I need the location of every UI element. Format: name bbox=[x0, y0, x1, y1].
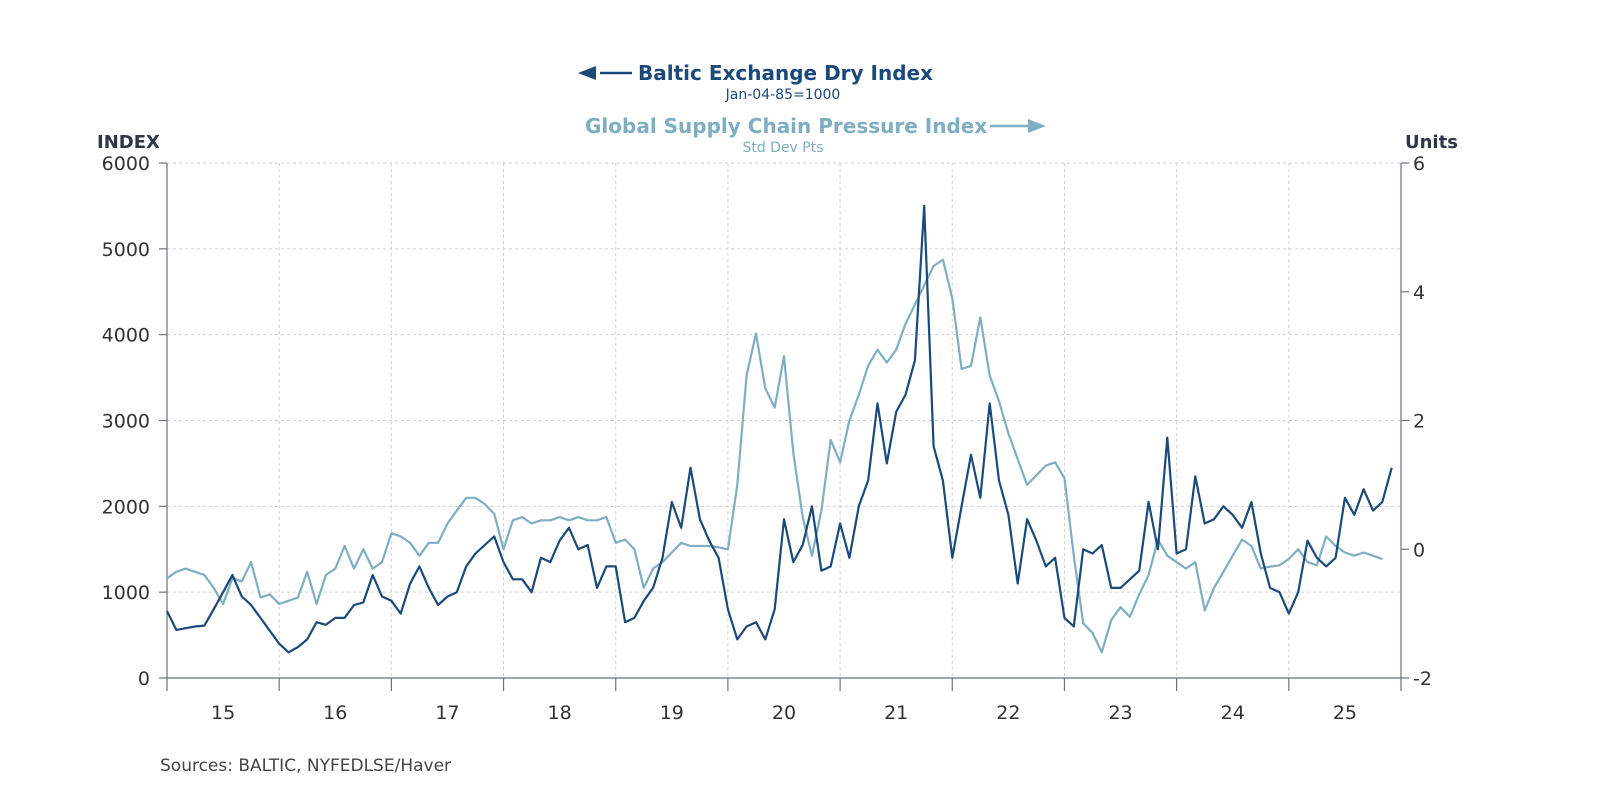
left-tick-label: 5000 bbox=[102, 239, 150, 261]
arrow-right-icon-head bbox=[1028, 119, 1046, 133]
right-tick-label: 2 bbox=[1413, 411, 1425, 433]
right-tick-label: 6 bbox=[1413, 153, 1425, 175]
right-tick-label: -2 bbox=[1413, 668, 1432, 690]
source-note: Sources: BALTIC, NYFEDLSE/Haver bbox=[160, 756, 451, 776]
x-tick-label: 18 bbox=[548, 702, 572, 724]
x-tick-label: 16 bbox=[323, 702, 347, 724]
left-tick-label: 6000 bbox=[102, 153, 150, 175]
gridlines bbox=[167, 162, 1401, 678]
left-tick-label: 2000 bbox=[102, 496, 150, 518]
gscpi-line bbox=[166, 258, 1383, 654]
x-tick-label: 25 bbox=[1333, 702, 1357, 724]
x-tick-label: 20 bbox=[772, 702, 796, 724]
x-tick-label: 21 bbox=[884, 702, 908, 724]
series-lines bbox=[166, 204, 1393, 654]
right-tick-label: 4 bbox=[1413, 282, 1425, 304]
left-tick-label: 0 bbox=[138, 668, 150, 690]
arrow-left-icon-head bbox=[578, 66, 596, 80]
right-axis-label: Units bbox=[1405, 132, 1458, 153]
x-tick-label: 23 bbox=[1108, 702, 1132, 724]
legend-bdi-subtitle: Jan-04-85=1000 bbox=[725, 87, 841, 103]
right-tick-label: 0 bbox=[1413, 539, 1425, 561]
legend-gscpi: Global Supply Chain Pressure Index Std D… bbox=[585, 114, 1046, 156]
x-tick-label: 15 bbox=[211, 702, 235, 724]
left-axis-label: INDEX bbox=[97, 132, 160, 153]
legend-gscpi-subtitle: Std Dev Pts bbox=[742, 140, 823, 156]
x-tick-label: 22 bbox=[996, 702, 1020, 724]
legend-bdi-label: Baltic Exchange Dry Index bbox=[638, 61, 933, 85]
bdi-line bbox=[166, 204, 1393, 654]
left-tick-label: 4000 bbox=[102, 325, 150, 347]
x-tick-label: 24 bbox=[1221, 702, 1245, 724]
x-tick-label: 19 bbox=[660, 702, 684, 724]
legend-bdi: Baltic Exchange Dry Index Jan-04-85=1000 bbox=[578, 61, 933, 103]
left-tick-label: 1000 bbox=[102, 582, 150, 604]
left-tick-label: 3000 bbox=[102, 411, 150, 433]
x-tick-label: 17 bbox=[435, 702, 459, 724]
legend-gscpi-label: Global Supply Chain Pressure Index bbox=[585, 114, 987, 138]
